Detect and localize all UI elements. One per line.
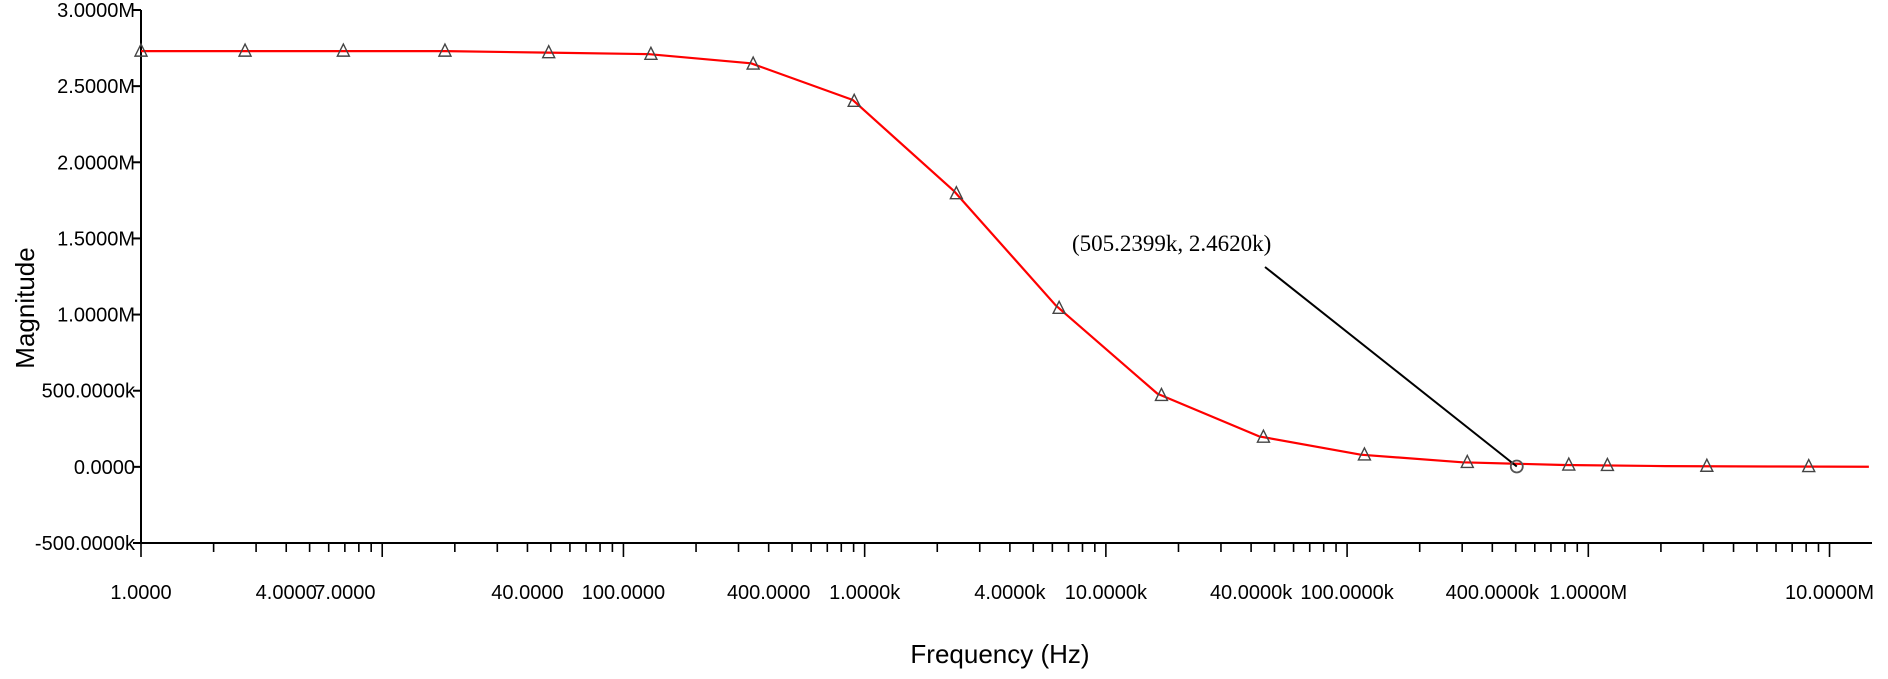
x-tick-label: 1.0000 (110, 582, 171, 604)
x-tick-label: 40.0000 (491, 582, 563, 604)
x-tick-label: 10.0000k (1065, 582, 1148, 604)
x-tick-label: 4.0000k (974, 582, 1046, 604)
triangle-marker (133, 42, 149, 57)
triangle-marker (541, 44, 556, 59)
y-tick-label: -500.0000k (35, 533, 136, 555)
triangle-marker (1154, 386, 1169, 402)
annotation-layer: (505.2399k, 2.4620k) (1072, 231, 1524, 474)
triangle-marker (1600, 456, 1615, 472)
triangle-marker (643, 45, 659, 61)
triangle-marker (1357, 446, 1372, 461)
x-tick-label: 4.0000 (256, 582, 317, 604)
marker-layer (133, 42, 1816, 473)
x-tick-label: 400.0000 (727, 582, 810, 604)
x-tick-label: 100.0000k (1300, 582, 1394, 604)
y-axis-title: Magnitude (10, 247, 40, 368)
x-axis-title: Frequency (Hz) (910, 639, 1089, 669)
triangle-marker (237, 42, 253, 57)
x-tick-label: 7.0000 (314, 582, 375, 604)
triangle-marker (336, 42, 351, 57)
x-tick-label: 400.0000k (1446, 582, 1540, 604)
triangle-marker (1460, 453, 1475, 469)
x-tick-label: 10.0000M (1785, 582, 1874, 604)
annotation-label: (505.2399k, 2.4620k) (1072, 231, 1271, 256)
y-tick-label: 500.0000k (42, 381, 136, 403)
triangle-marker (847, 92, 862, 108)
y-tick-label: 2.5000M (57, 76, 135, 98)
y-axis: 3.0000M 2.5000M 2.0000M 1.5000M 1.0000M 500.0… (35, 0, 141, 555)
annotation-point (1509, 459, 1524, 474)
x-tick-label: 40.0000k (1210, 582, 1293, 604)
y-tick-label: 0.0000 (74, 457, 135, 479)
y-tick-label: 1.5000M (57, 228, 135, 250)
series-line (141, 50, 1869, 468)
plot-area (140, 10, 1872, 544)
triangle-marker (1801, 458, 1816, 473)
x-tick-label: 1.0000M (1549, 582, 1627, 604)
triangle-marker (437, 42, 453, 57)
triangle-marker (949, 185, 964, 200)
series-layer (141, 50, 1869, 468)
x-tick-label: 1.0000k (829, 582, 901, 604)
x-tick-label: 100.0000 (582, 582, 665, 604)
triangle-marker (1256, 428, 1271, 443)
y-tick-label: 2.0000M (57, 152, 135, 174)
triangle-marker (1561, 456, 1576, 471)
y-tick-label: 3.0000M (57, 0, 135, 22)
y-tick-label: 1.0000M (57, 305, 135, 327)
triangle-marker (1051, 299, 1067, 315)
annotation-leader-line (1264, 266, 1518, 468)
triangle-marker (1699, 457, 1714, 472)
triangle-marker (746, 55, 761, 70)
